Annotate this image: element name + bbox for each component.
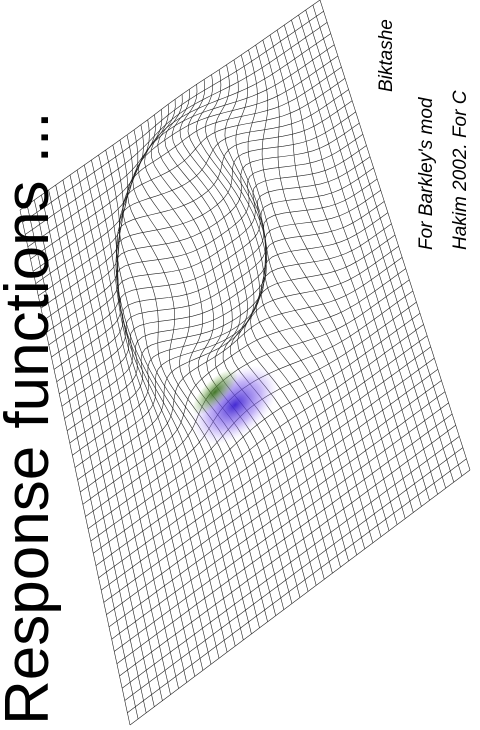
mesh-line [180,84,332,573]
mesh-line [51,134,363,357]
mesh-line [127,459,466,713]
slide: Response functions ... Biktashe For Bark… [0,0,480,730]
mesh-line [130,470,470,725]
mesh-line [215,65,365,549]
mesh-line [122,436,459,688]
mesh-line [20,0,320,210]
page: Response functions ... Biktashe For Bark… [0,0,480,730]
mesh-line [78,246,399,480]
note-line: For Barkley's mod [416,96,437,250]
mesh-line [299,15,446,488]
mesh-line [248,50,389,531]
mesh-line [54,146,366,370]
note-line: Hakim 2002. For C [450,90,471,250]
mesh-line [59,168,373,394]
mesh-surface [20,0,470,725]
mesh-line [38,78,345,295]
mesh-line [172,89,324,579]
mesh-line [165,94,317,585]
mesh-line [188,79,341,567]
mesh-line [28,34,331,247]
mesh-line [62,179,377,406]
mesh-line [25,22,327,234]
mesh-line [256,45,397,525]
mesh-line [236,55,381,537]
mesh-line [125,448,463,701]
slide-title: Response functions ... [0,112,62,725]
mesh-line [120,425,456,676]
mesh-line [31,45,335,259]
mesh-line [263,40,405,519]
mesh-line [36,67,342,284]
mesh-line [114,403,448,652]
mesh-line [117,414,452,664]
credit: Biktashe [376,19,397,92]
